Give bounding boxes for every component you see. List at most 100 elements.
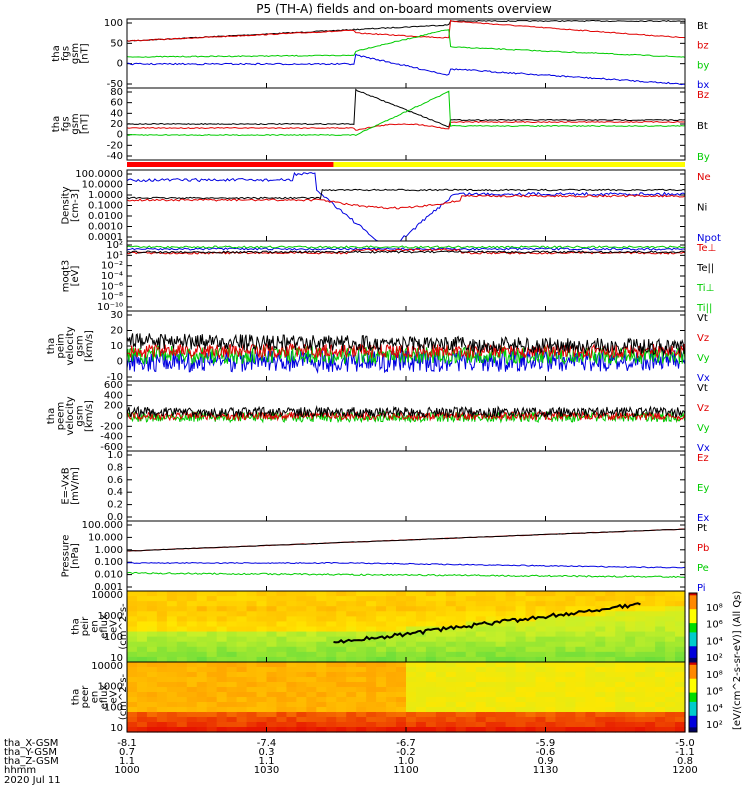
- spectrogram-cell: [406, 667, 417, 673]
- spectrogram-cell: [635, 697, 646, 703]
- spectrogram-cell: [226, 712, 238, 718]
- spectrogram-cell: [326, 601, 337, 607]
- spectrogram-cell: [415, 591, 427, 597]
- spectrogram-cell: [396, 616, 407, 623]
- spectrogram-cell: [296, 636, 307, 643]
- spectrogram-cell: [186, 677, 198, 683]
- spectrogram-cell: [127, 717, 138, 723]
- spectrogram-cell: [585, 682, 596, 688]
- spectrogram-cell: [445, 667, 457, 673]
- spectrogram-cell: [326, 596, 337, 602]
- spectrogram-cell: [595, 702, 606, 708]
- spectrogram-cell: [166, 601, 178, 607]
- spectrogram-cell: [226, 662, 238, 668]
- spectrogram-cell: [136, 712, 148, 718]
- spectrogram-cell: [525, 616, 537, 623]
- spectrogram-cell: [575, 626, 586, 633]
- spectrogram-cell: [346, 697, 357, 703]
- spectrogram-cell: [515, 682, 527, 688]
- spectrogram-cell: [146, 636, 158, 643]
- spectrogram-cell: [485, 616, 497, 623]
- spectrogram-cell: [127, 727, 138, 733]
- spectrogram-cell: [196, 667, 208, 673]
- spectrogram-cell: [266, 606, 278, 612]
- ytick-label: -400: [100, 432, 123, 443]
- spectrogram-cell: [615, 631, 626, 638]
- spectrogram-cell: [445, 682, 457, 688]
- spectrogram-cell: [326, 687, 337, 693]
- spectrogram-cell: [475, 656, 487, 663]
- ytick-label: 0.0001: [88, 232, 123, 243]
- spectrogram-cell: [127, 621, 138, 628]
- spectrogram-cell: [625, 727, 636, 733]
- spectrogram-cell: [316, 596, 327, 602]
- spectrogram-cell: [146, 722, 158, 728]
- spectrogram-cell: [645, 651, 656, 658]
- spectrogram-cell: [615, 596, 626, 602]
- spectrogram-cell: [635, 626, 646, 633]
- xaxis-date: 2020 Jul 11: [4, 775, 61, 786]
- spectrogram-cell: [575, 606, 586, 612]
- spectrogram-cell: [545, 707, 557, 713]
- spectrogram-cell: [555, 606, 567, 612]
- spectrogram-cell: [605, 601, 616, 607]
- spectrogram-cell: [127, 641, 138, 648]
- ylabel-line: peir: [80, 616, 91, 636]
- spectrogram-cell: [475, 707, 487, 713]
- spectrogram-cell: [595, 621, 606, 628]
- spectrogram-cell: [306, 677, 317, 683]
- spectrogram-cell: [615, 727, 626, 733]
- spectrogram-cell: [236, 702, 248, 708]
- spectrogram-cell: [186, 702, 198, 708]
- colorbar-segment: [689, 648, 697, 652]
- spectrogram-cell: [635, 677, 646, 683]
- spectrogram-cell: [435, 591, 447, 597]
- spectrogram-cell: [176, 606, 188, 612]
- spectrogram-cell: [455, 697, 467, 703]
- legend-Vx: Vx: [697, 373, 710, 384]
- spectrogram-cell: [485, 707, 497, 713]
- spectrogram-cell: [406, 722, 417, 728]
- spectrogram-cell: [475, 697, 487, 703]
- spectrogram-cell: [196, 606, 208, 612]
- spectrogram-cell: [136, 672, 148, 678]
- xaxis-value: 0.8: [677, 756, 693, 767]
- ytick-label: 10000: [91, 661, 123, 672]
- series-pi: [126, 561, 686, 569]
- spectrogram-cell: [445, 606, 457, 612]
- spectrogram-cell: [465, 591, 477, 597]
- spectrogram-cell: [505, 631, 517, 638]
- spectrogram-cell: [465, 611, 477, 617]
- colorbar-tick: 10⁶: [706, 687, 723, 698]
- spectrogram-cell: [286, 626, 297, 633]
- ytick-label: 10: [110, 341, 123, 352]
- spectrogram-cell: [326, 611, 337, 617]
- colorbar-segment: [689, 669, 697, 673]
- spectrogram-cell: [535, 662, 547, 668]
- spectrogram-cell: [415, 707, 427, 713]
- series-vx: [126, 348, 686, 374]
- spectrogram-cell: [485, 712, 497, 718]
- spectrogram-cell: [675, 667, 686, 673]
- spectrogram-cell: [166, 646, 178, 653]
- spectrogram-cell: [485, 702, 497, 708]
- spectrogram-cell: [625, 677, 636, 683]
- spectrogram-cell: [535, 682, 547, 688]
- spectrogram-cell: [555, 596, 567, 602]
- spectrogram-cell: [376, 667, 387, 673]
- spectrogram-cell: [336, 692, 347, 698]
- spectrogram-cell: [665, 656, 676, 663]
- legend-Bt: Bt: [697, 121, 708, 132]
- ytick-label: 10: [110, 723, 123, 734]
- spectrogram-cell: [286, 722, 297, 728]
- spectrogram-cell: [366, 702, 377, 708]
- spectrogram-cell: [465, 717, 477, 723]
- spectrogram-cell: [435, 596, 447, 602]
- spectrogram-cell: [495, 667, 507, 673]
- spectrogram-cell: [266, 717, 278, 723]
- ylabel-line: peim: [56, 333, 67, 358]
- spectrogram-cell: [286, 651, 297, 658]
- spectrogram-cell: [166, 722, 178, 728]
